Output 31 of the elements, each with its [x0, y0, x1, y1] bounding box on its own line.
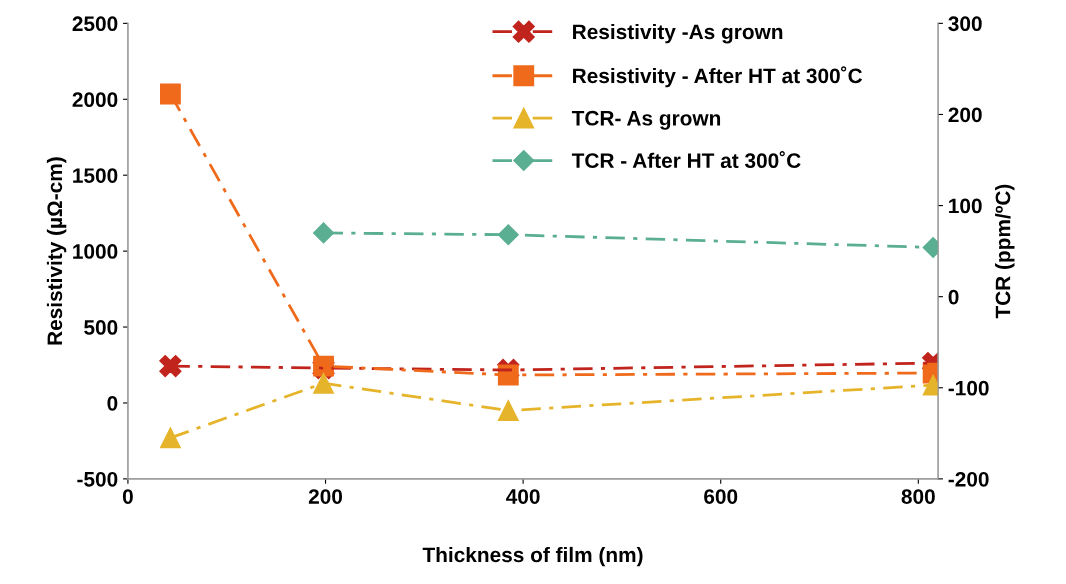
- y-tick-label: 2500: [72, 16, 118, 32]
- y2-tick-label: 300: [948, 16, 982, 32]
- legend-label: TCR- As grown: [571, 110, 721, 130]
- x-tick-label: 800: [901, 489, 935, 504]
- y-tick-label: 0: [107, 395, 118, 411]
- x-tick-label: 400: [506, 489, 540, 504]
- y2-axis-title: TCR (ppm/ºC): [995, 184, 1015, 319]
- y-tick-label: 1000: [73, 244, 118, 259]
- y2-tick-label: 0: [948, 289, 959, 305]
- x-axis-title: Thickness of film (nm): [422, 546, 643, 567]
- point: [313, 372, 334, 394]
- y-tick-label: -500: [77, 471, 118, 487]
- legend-label: Resistivity -As grown: [573, 23, 783, 44]
- y2-tick-label: 200: [948, 107, 982, 123]
- point: [313, 222, 335, 244]
- y-tick-label: 1500: [73, 168, 118, 183]
- y-axis-title: Resistivity (µΩ-cm): [46, 157, 67, 345]
- point: [159, 354, 182, 378]
- x-tick-label: 0: [122, 489, 133, 504]
- y-tick-label: 2000: [72, 92, 118, 108]
- legend-label: Resistivity - After HT at 300˚C: [573, 66, 863, 88]
- y2-tick-label: -100: [948, 380, 989, 396]
- point: [159, 427, 181, 449]
- legend-label: TCR - After HT at 300˚C: [571, 151, 801, 169]
- point: [497, 400, 519, 421]
- point: [159, 83, 181, 105]
- y2-tick-label: -200: [948, 471, 989, 487]
- y2-tick-label: 100: [949, 198, 982, 214]
- x-tick-label: 600: [704, 489, 738, 504]
- y-tick-label: 500: [84, 320, 118, 335]
- x-tick-label: 200: [308, 489, 343, 504]
